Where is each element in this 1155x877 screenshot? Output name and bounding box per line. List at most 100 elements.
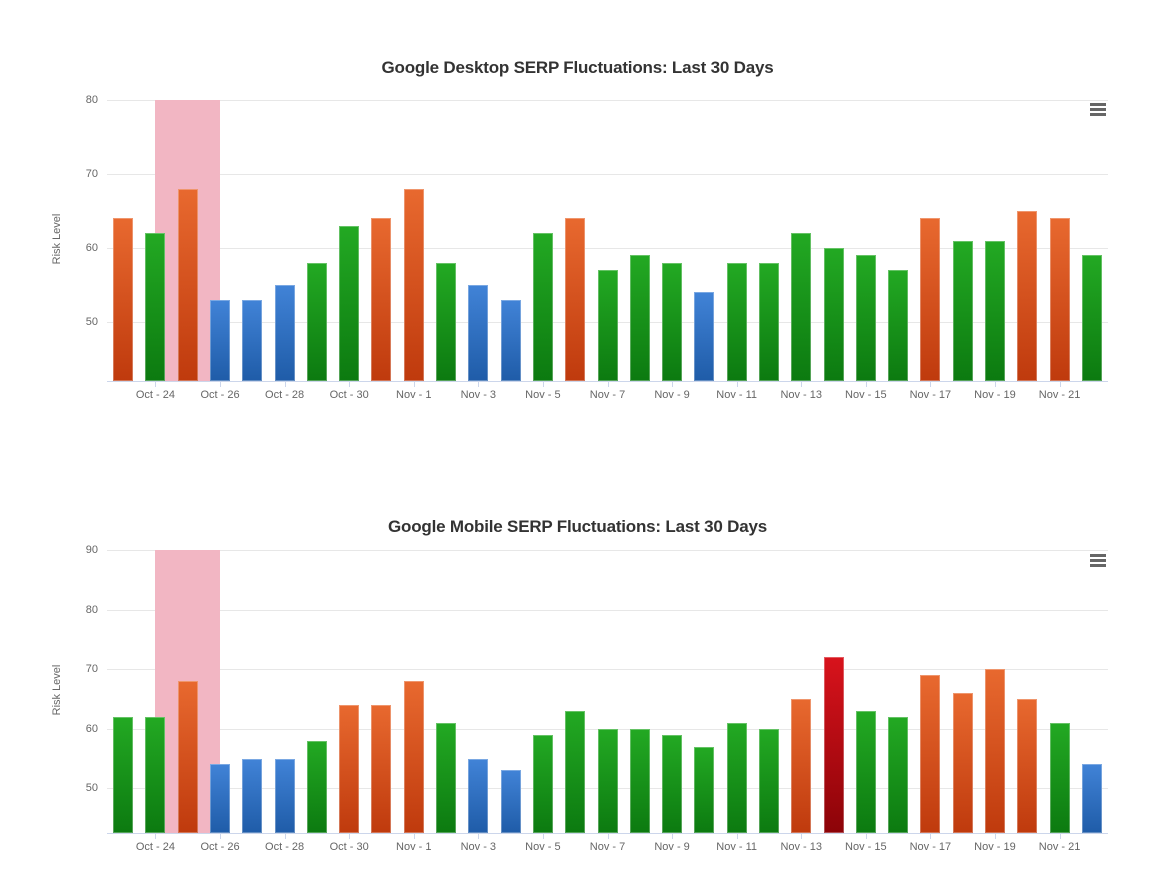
bar (855, 710, 876, 833)
bar (532, 734, 553, 833)
bar (629, 728, 650, 833)
bar (210, 764, 231, 833)
bar (371, 218, 392, 381)
x-axis-tick-label: Nov - 17 (909, 389, 952, 401)
x-axis-tick-label: Nov - 21 (1038, 841, 1081, 853)
bar (758, 728, 779, 833)
y-axis-tick-label: 90 (85, 544, 98, 556)
axis-tick (220, 833, 222, 839)
bar (210, 299, 231, 381)
axis-tick (284, 833, 286, 839)
bar (436, 722, 457, 833)
x-axis-tick-label: Nov - 19 (974, 841, 1016, 853)
axis-tick (542, 833, 544, 839)
y-axis-tick-label: 70 (85, 167, 98, 180)
bar (823, 247, 844, 381)
y-axis-tick-label: 60 (85, 241, 98, 254)
bar (339, 225, 360, 381)
y-axis-tick-label: 50 (85, 782, 98, 795)
axis-tick (413, 833, 415, 839)
chart-title-mobile: Google Mobile SERP Fluctuations: Last 30… (388, 517, 767, 536)
bar (1049, 722, 1070, 833)
bar (145, 716, 166, 833)
bar (242, 299, 263, 381)
bar (1017, 698, 1038, 833)
bar (662, 734, 683, 833)
axis-tick (413, 381, 415, 387)
gridline (107, 669, 1108, 671)
bar (500, 299, 521, 381)
bar (403, 188, 424, 381)
y-axis-tick-label: 80 (85, 94, 98, 106)
desktop-serp-chart: Google Desktop SERP Fluctuations: Last 3… (51, 58, 1108, 401)
gridline (107, 550, 1108, 551)
gridline (107, 609, 1108, 611)
plot-area: 50 60 70 80 90 Oct - 24 Oct - 26 Oct - 28 Oct - … (86, 544, 1108, 853)
axis-tick (994, 833, 996, 839)
gridline (107, 173, 1108, 175)
x-axis-tick-label: Nov - 13 (780, 841, 823, 853)
axis-tick (865, 833, 867, 839)
y-axis-tick-label: 60 (85, 722, 98, 735)
axis-tick (155, 833, 157, 839)
mobile-serp-chart: Google Mobile SERP Fluctuations: Last 30… (0, 452, 1155, 877)
x-axis-tick-label: Nov - 17 (909, 841, 952, 853)
bar (274, 284, 295, 381)
hamburger-menu-icon[interactable] (1090, 554, 1106, 567)
bar (403, 681, 424, 833)
bar (1017, 210, 1038, 381)
x-axis-tick-label: Oct - 30 (329, 841, 369, 853)
bar (1081, 764, 1102, 833)
bar (145, 233, 166, 381)
bar (306, 740, 327, 833)
bar (920, 675, 941, 833)
bar (855, 255, 876, 381)
bar (113, 218, 134, 381)
plot-area: 50 60 70 80 Oct - 24 Oct - 26 Oct - 28 Oct - 30… (86, 94, 1108, 401)
axis-tick (349, 381, 351, 387)
bar (371, 704, 392, 833)
x-axis-tick-label: Nov - 19 (974, 389, 1016, 401)
x-axis-tick-label: Oct - 24 (135, 841, 175, 853)
bar (532, 233, 553, 381)
bar (274, 758, 295, 833)
bar (726, 262, 747, 381)
x-axis-tick-label: Oct - 26 (200, 389, 240, 401)
bar (726, 722, 747, 833)
bar (791, 698, 812, 833)
x-axis-tick-label: Nov - 7 (589, 841, 626, 853)
axis-tick (478, 833, 480, 839)
axis-tick (994, 381, 996, 387)
bar (306, 262, 327, 381)
y-axis-tick-label: 80 (85, 603, 98, 616)
bar (436, 262, 457, 381)
x-axis-tick-label: Nov - 11 (716, 841, 758, 853)
bar (339, 704, 360, 833)
bar (694, 746, 715, 833)
x-axis-tick-label: Nov - 21 (1038, 389, 1081, 401)
axis-tick (349, 833, 351, 839)
x-axis-tick-label: Nov - 3 (460, 389, 497, 401)
bar (177, 188, 198, 381)
x-axis-tick-label: Nov - 13 (780, 389, 823, 401)
x-axis-tick-label: Nov - 15 (845, 841, 887, 853)
axis-tick (930, 381, 932, 387)
x-axis-tick-label: Nov - 7 (589, 389, 626, 401)
hamburger-menu-icon[interactable] (1090, 103, 1106, 116)
bar (984, 669, 1005, 833)
x-axis-tick-label: Oct - 28 (265, 841, 305, 853)
bar (242, 758, 263, 833)
bar (758, 262, 779, 381)
bar (791, 233, 812, 381)
x-axis-tick-label: Nov - 9 (654, 841, 690, 853)
axis-tick (478, 381, 480, 387)
x-axis-tick-label: Nov - 11 (716, 389, 758, 401)
gridline (107, 247, 1108, 249)
bar (694, 292, 715, 381)
axis-tick (930, 833, 932, 839)
x-axis-tick-label: Nov - 1 (396, 389, 432, 401)
bar (888, 716, 909, 833)
axis-tick (220, 381, 222, 387)
axis-tick (607, 833, 609, 839)
bar (565, 710, 586, 833)
